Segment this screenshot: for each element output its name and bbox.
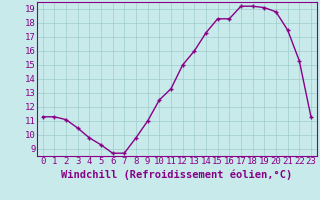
X-axis label: Windchill (Refroidissement éolien,°C): Windchill (Refroidissement éolien,°C) bbox=[61, 169, 292, 180]
